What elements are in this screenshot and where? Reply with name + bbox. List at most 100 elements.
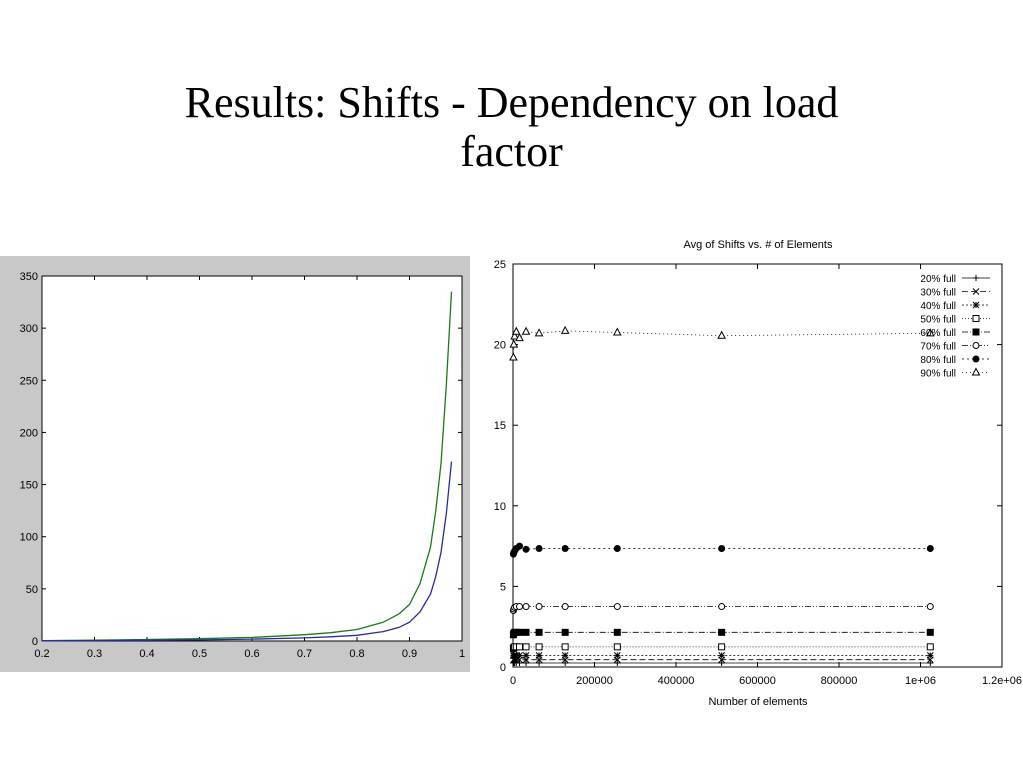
x-tick-label: 0.6 [244,648,259,660]
data-point-marker [516,542,524,550]
data-point-marker [535,628,543,636]
x-tick-label: 0.2 [34,648,49,660]
load-factor-chart: 0.2 0.3 0.4 0.5 0.6 0.7 0.8 0.9 1 0 50 100 150 200 250… [0,256,480,672]
series-line-2 [41,461,453,642]
plot-area [41,275,463,642]
y-tick-label: 150 [20,480,38,492]
data-point-marker [718,628,726,636]
data-point-marker [515,333,524,342]
data-point-marker [926,545,934,553]
y-tick-label: 15 [494,420,506,432]
y-tick-label: 10 [494,501,506,513]
slide-title-line-1: Results: Shifts - Dependency on load [184,78,839,127]
data-point-marker [926,652,934,659]
data-point-marker [521,326,531,335]
data-point-marker [522,603,530,611]
x-tick-label: 0 [510,675,516,687]
data-point-marker [535,545,543,553]
y-tick-label: 25 [494,259,506,271]
x-tick-label: 1e+06 [905,675,936,687]
data-point-marker [614,659,621,666]
data-point-marker [718,659,725,666]
x-tick-label: 200000 [576,675,613,687]
data-point-marker [612,327,622,336]
shifts-vs-elements-chart: Avg of Shifts vs. # of Elements Number o… [470,226,1023,710]
data-point-marker [535,603,543,611]
data-point-marker [561,628,569,636]
y-tick-label: 300 [20,323,38,335]
series-7 [509,542,934,558]
legend-label: 40% full [920,301,956,312]
data-point-marker [523,659,530,666]
y-tick-label: 20 [494,340,506,352]
data-point-marker [613,545,621,553]
y-tick-label: 0 [32,636,38,648]
series-5 [509,628,934,639]
x-tick-label: 1.2e+06 [982,675,1022,687]
data-point-marker [717,330,726,339]
x-axis-label: Number of elements [708,696,808,708]
series-line-8 [513,330,931,358]
x-tick-label: 0.8 [349,648,364,660]
data-point-marker [511,326,521,335]
series-line-1 [41,291,453,642]
data-point-marker [613,643,621,651]
x-tick-label: 800000 [821,675,858,687]
legend-marker [972,342,980,349]
legend-label: 30% full [920,288,956,299]
legend-label: 20% full [920,274,956,285]
legend-marker [972,328,980,336]
data-point-marker [562,659,569,666]
data-point-marker [510,331,519,340]
data-point-marker [534,328,544,337]
data-point-marker [516,643,524,651]
x-tick-label: 0.4 [139,648,154,660]
data-point-marker [613,628,621,636]
y-tick-label: 350 [20,271,38,283]
legend-marker [972,315,980,322]
data-point-marker [512,652,520,659]
data-point-marker [718,603,726,611]
x-tick-label: 1 [459,648,465,660]
legend: 20% full 30% full 40% full 50% full 60% full… [920,274,990,380]
data-point-marker [561,603,569,611]
x-tick-label: 600000 [739,675,776,687]
y-tick-label: 50 [26,584,38,596]
data-point-marker [926,628,934,636]
legend-label: 70% full [920,342,956,353]
legend-label: 60% full [920,328,956,339]
series-6 [509,603,934,615]
y-tick-label: 5 [500,581,506,593]
legend-label: 80% full [920,355,956,366]
x-tick-label: 0.9 [402,648,417,660]
x-tick-label: 0.5 [192,648,207,660]
chart-background [470,226,1023,710]
data-point-marker [718,652,725,659]
legend-marker [973,275,979,281]
slide-title-line-2: factor [460,127,563,176]
data-point-marker [613,603,621,611]
legend-marker [972,355,980,363]
data-point-marker [516,603,524,611]
data-point-marker [516,659,523,666]
data-point-marker [560,325,570,334]
data-point-marker [613,652,621,659]
x-tick-label: 400000 [658,675,695,687]
data-point-marker [718,545,726,553]
y-tick-label: 0 [500,662,506,674]
series-4 [509,643,934,652]
data-point-marker [561,643,569,651]
data-point-marker [509,352,518,361]
legend-label: 50% full [920,315,956,326]
chart-title: Avg of Shifts vs. # of Elements [684,239,833,251]
x-tick-label: 0.3 [87,648,102,660]
data-point-marker [516,628,524,636]
data-point-marker [718,643,726,651]
legend-label: 90% full [920,369,956,380]
data-point-marker [516,652,523,659]
data-point-marker [522,628,530,636]
data-point-marker [561,652,569,659]
legend-marker [972,288,980,295]
y-tick-label: 100 [20,532,38,544]
data-point-marker [535,652,543,659]
